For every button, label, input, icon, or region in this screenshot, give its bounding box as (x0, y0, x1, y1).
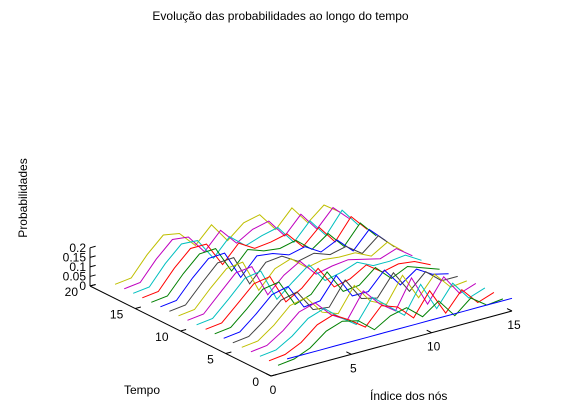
z-tick (89, 284, 96, 287)
z-tick (89, 245, 96, 249)
series-line (223, 268, 449, 339)
series-line (187, 248, 413, 321)
x-axis-label: Índice dos nós (370, 388, 447, 403)
x-axis-line (270, 310, 513, 377)
series-layer (114, 204, 513, 366)
series-line (286, 297, 513, 360)
z-tick-label: 0.2 (69, 241, 86, 255)
x-tick-label: 10 (427, 340, 441, 354)
series-line (142, 215, 368, 299)
z-tick (89, 264, 96, 268)
z-tick-label: 0 (79, 279, 86, 293)
z-axis-label: Probabilidades (16, 158, 30, 237)
series-line (259, 282, 486, 357)
y-tick-label: 5 (207, 353, 214, 367)
z-tick (89, 274, 96, 277)
chart-title: Evolução das probabilidades ao longo do … (152, 9, 409, 23)
z-tick-label: 0.05 (63, 269, 87, 283)
series-line (178, 241, 404, 317)
series-line (205, 260, 431, 330)
y-tick-label: 15 (110, 308, 124, 322)
labels-layer: Índice dos nós Tempo Probabilidades (16, 158, 447, 403)
series-line (232, 271, 458, 344)
series-line (124, 206, 350, 290)
series-line (250, 275, 477, 353)
x-tick (346, 351, 352, 355)
series-line (151, 222, 377, 303)
series-line (196, 254, 422, 326)
y-tick (270, 374, 277, 377)
x-tick (426, 329, 432, 334)
y-axis-label: Tempo (124, 383, 160, 397)
series-line (268, 288, 495, 362)
x-tick-label: 0 (270, 383, 277, 397)
series-line (114, 204, 341, 285)
y-tick-label: 0 (252, 375, 259, 389)
y-tick (180, 329, 187, 332)
y-tick-label: 20 (65, 285, 79, 299)
x-tick-label: 5 (350, 361, 357, 375)
y-tick-label: 10 (155, 330, 169, 344)
x-tick-label: 15 (507, 318, 521, 332)
z-tick-label: 0.1 (69, 260, 86, 274)
y-tick (225, 351, 232, 354)
series-line (277, 297, 504, 366)
series-line (241, 273, 467, 348)
series-line (214, 265, 440, 335)
z-tick (89, 255, 96, 258)
series-line (169, 235, 395, 312)
x-tick (265, 373, 272, 377)
y-tick (135, 306, 142, 309)
z-tick-label: 0.15 (63, 250, 87, 264)
x-tick (506, 308, 513, 312)
